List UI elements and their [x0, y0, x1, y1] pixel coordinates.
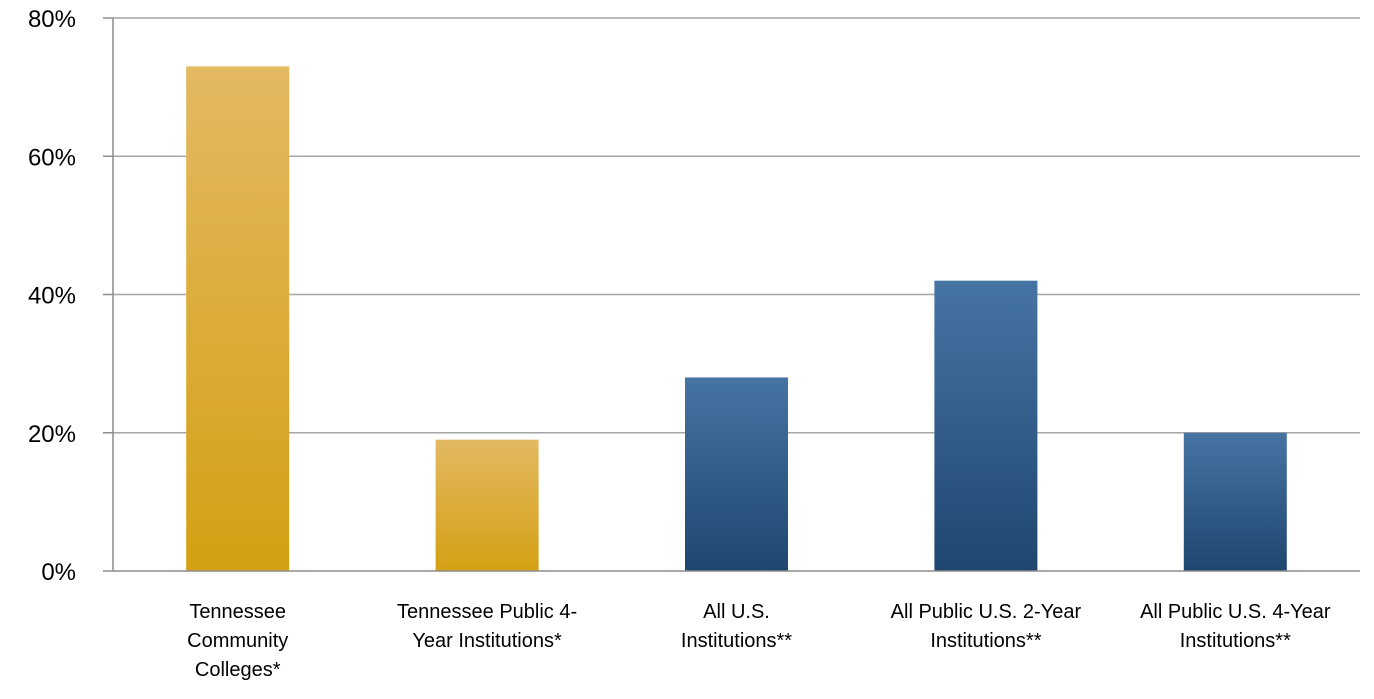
axes [103, 17, 1360, 572]
y-tick-label: 40% [28, 283, 76, 310]
y-tick-label: 80% [28, 6, 76, 33]
category-label: Tennessee Public 4- Year Institutions* [397, 601, 577, 652]
y-tick-label: 60% [28, 144, 76, 171]
bar [685, 377, 788, 571]
category-label-line: Institutions** [1180, 630, 1291, 652]
category-label-line: Year Institutions* [412, 630, 562, 652]
y-tick-label: 0% [41, 559, 76, 586]
category-label-line: Tennessee Public 4- [397, 601, 577, 623]
category-label: Tennessee Community Colleges* [187, 601, 288, 681]
category-label-line: All Public U.S. 2-Year [891, 601, 1082, 623]
category-label-line: Tennessee [189, 601, 286, 623]
y-tick-labels: 0% 20% 40% 60% 80% [28, 6, 76, 586]
category-label-line: All Public U.S. 4-Year [1140, 601, 1331, 623]
category-label-line: Institutions** [681, 630, 792, 652]
bar [934, 280, 1038, 571]
bars [186, 66, 1287, 571]
category-label: All Public U.S. 4-Year Institutions** [1140, 601, 1331, 652]
gridlines [113, 17, 1360, 434]
bar [186, 66, 290, 571]
bar [435, 439, 539, 571]
category-label-line: Community [187, 630, 288, 652]
bar [1183, 432, 1287, 571]
category-label: All U.S. Institutions** [681, 601, 792, 652]
category-label-line: Colleges* [195, 659, 281, 681]
category-label: All Public U.S. 2-Year Institutions** [891, 601, 1082, 652]
category-label-line: All U.S. [703, 601, 770, 623]
y-tick-label: 20% [28, 421, 76, 448]
category-label-line: Institutions** [930, 630, 1041, 652]
x-category-labels: Tennessee Community Colleges* Tennessee Pub… [187, 601, 1331, 681]
